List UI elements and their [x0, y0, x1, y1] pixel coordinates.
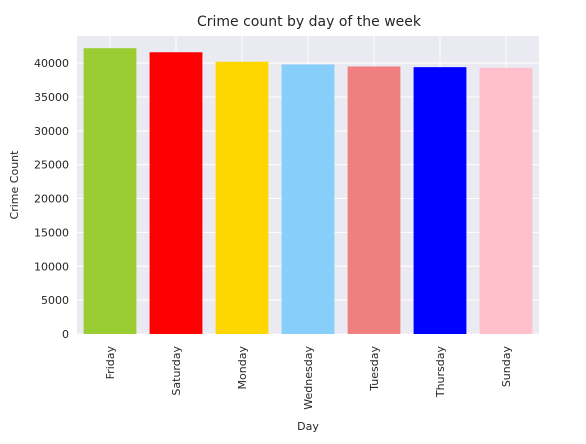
x-tick-label-monday: Monday	[236, 346, 249, 390]
x-tick-label-sunday: Sunday	[500, 346, 513, 388]
y-tick-label: 5000	[41, 294, 69, 307]
bar-wednesday	[281, 64, 335, 334]
y-axis-label: Crime Count	[8, 150, 21, 220]
bar-thursday	[413, 67, 467, 335]
bar-friday	[83, 48, 137, 334]
y-tick-label: 35000	[34, 91, 69, 104]
x-tick-label-friday: Friday	[104, 346, 117, 380]
bar-sunday	[479, 67, 533, 334]
y-tick-label: 25000	[34, 159, 69, 172]
y-tick-label: 10000	[34, 260, 69, 273]
y-tick-label: 30000	[34, 125, 69, 138]
x-tick-label-saturday: Saturday	[170, 346, 183, 396]
chart-title: Crime count by day of the week	[197, 14, 422, 30]
bar-tuesday	[347, 66, 401, 335]
y-tick-label: 20000	[34, 193, 69, 206]
y-tick-label: 40000	[34, 57, 69, 70]
x-tick-labels: Friday Saturday Monday Wednesday Tuesday Thur…	[104, 346, 513, 410]
y-tick-label: 15000	[34, 226, 69, 239]
x-tick-label-wednesday: Wednesday	[302, 346, 315, 410]
bar-monday	[215, 61, 269, 335]
bar-saturday	[149, 52, 203, 334]
x-axis-label: Day	[297, 420, 319, 433]
y-tick-labels: 0 5000 10000 15000 20000 25000 30000 35000 40000	[34, 57, 69, 341]
x-tick-label-thursday: Thursday	[434, 346, 447, 399]
y-tick-label: 0	[62, 328, 69, 341]
x-tick-label-tuesday: Tuesday	[368, 346, 381, 392]
bars	[83, 48, 533, 335]
